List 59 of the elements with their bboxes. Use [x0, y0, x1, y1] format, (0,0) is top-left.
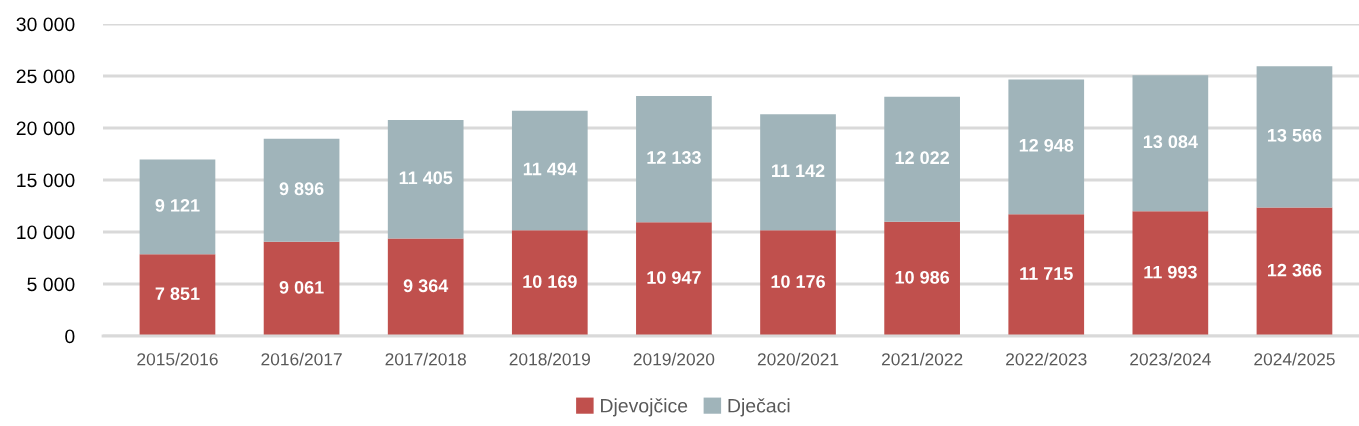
y-tick-label: 20 000	[16, 121, 75, 136]
bar	[139, 159, 216, 255]
bar	[139, 254, 216, 336]
bar	[760, 114, 836, 231]
data-label: 11 494	[523, 162, 577, 176]
bar	[1256, 66, 1333, 208]
data-label: 9 364	[403, 279, 449, 293]
x-tick-label: 2015/2016	[137, 352, 218, 366]
bar	[1256, 207, 1333, 336]
x-tick-label: 2023/2024	[1130, 352, 1211, 366]
data-label: 9 061	[279, 280, 324, 294]
bar	[263, 241, 340, 336]
legend-label: Dječaci	[728, 398, 790, 417]
bar	[1008, 214, 1085, 336]
data-label: 9 121	[155, 198, 200, 212]
x-tick-label: 2021/2022	[881, 352, 963, 366]
bar	[1008, 79, 1085, 215]
data-label: 7 851	[155, 287, 200, 301]
x-tick-label: 2019/2020	[633, 352, 715, 366]
legend-label: Djevojčice	[601, 398, 688, 417]
x-tick-label: 2018/2019	[509, 352, 591, 366]
y-tick-label: 25 000	[16, 69, 75, 84]
bar	[636, 95, 712, 223]
bar	[884, 96, 960, 222]
bar	[263, 138, 340, 242]
data-label: 9 896	[279, 182, 324, 196]
data-label: 10 176	[771, 275, 825, 288]
x-tick-label: 2020/2021	[757, 352, 839, 366]
x-tick-label: 2016/2017	[261, 352, 342, 366]
data-label: 11 142	[772, 164, 825, 177]
data-label: 13 566	[1267, 128, 1322, 142]
x-tick-label: 2022/2023	[1006, 352, 1087, 366]
y-tick-label: 5 000	[27, 277, 75, 292]
y-tick-label: 0	[65, 329, 75, 344]
data-label: 12 133	[647, 151, 701, 164]
data-label: 11 993	[1144, 265, 1197, 279]
y-tick-label: 10 000	[17, 225, 75, 240]
bar	[636, 222, 712, 336]
bar	[387, 238, 464, 336]
x-tick-label: 2024/2025	[1254, 352, 1335, 366]
bar	[884, 221, 960, 336]
bar	[511, 110, 588, 231]
x-tick-label: 2017/2018	[385, 352, 466, 366]
data-label: 10 986	[895, 270, 950, 284]
data-label: 11 715	[1020, 267, 1073, 280]
data-label: 12 366	[1267, 263, 1322, 277]
data-label: 11 405	[399, 171, 453, 185]
y-tick-label: 30 000	[16, 17, 75, 32]
data-label: 13 084	[1143, 135, 1198, 149]
data-label: 12 948	[1019, 138, 1074, 152]
data-label: 12 022	[895, 151, 950, 165]
bar	[387, 120, 464, 239]
data-label: 10 947	[647, 271, 701, 284]
y-tick-label: 15 000	[17, 173, 75, 188]
bar	[1132, 211, 1209, 336]
data-label: 10 169	[523, 275, 577, 288]
bar	[1132, 75, 1209, 212]
bar	[511, 230, 588, 336]
bar	[760, 230, 836, 336]
